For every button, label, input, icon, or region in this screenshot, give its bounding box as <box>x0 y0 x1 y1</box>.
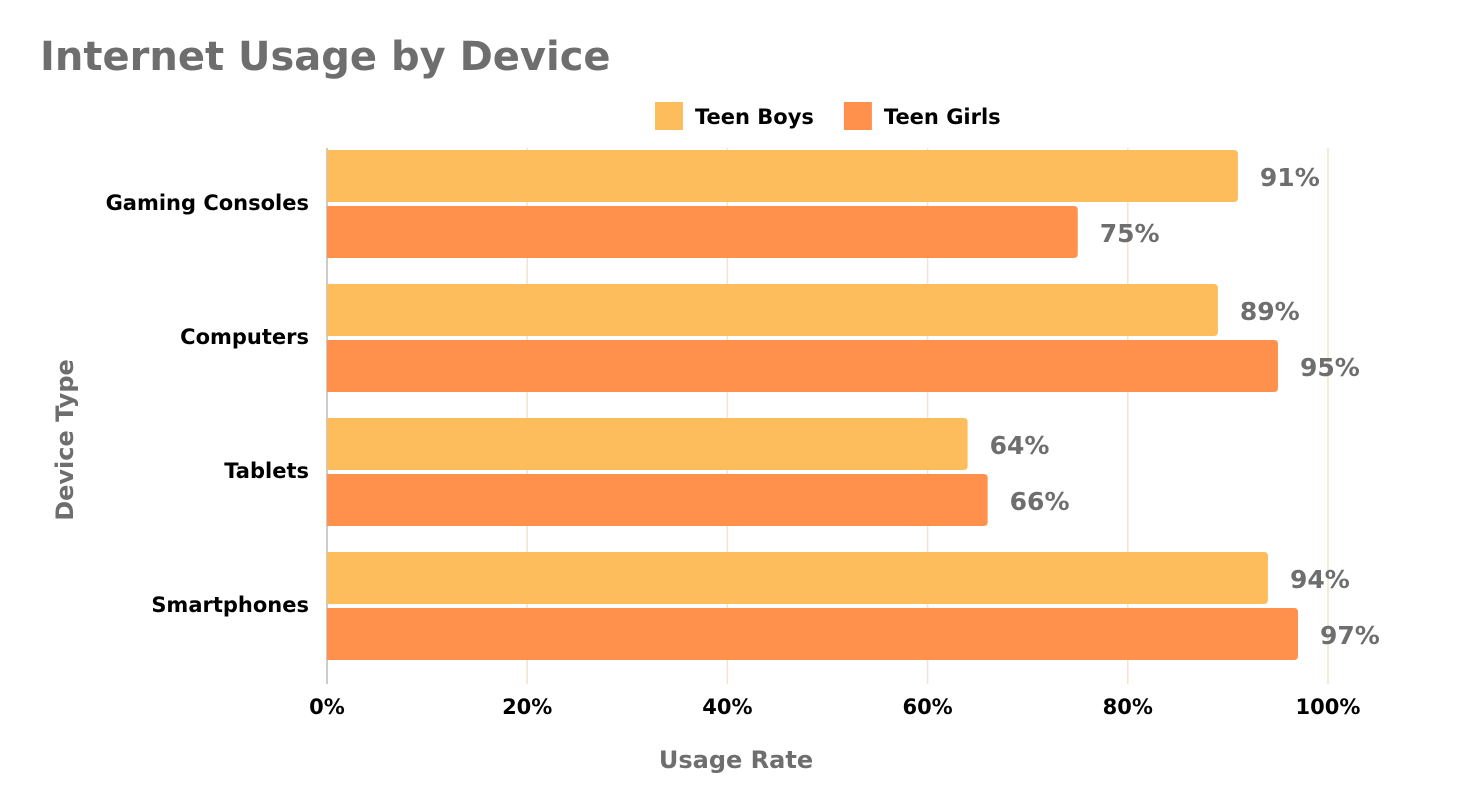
bar <box>327 340 1278 392</box>
x-axis-label: Usage Rate <box>659 746 813 774</box>
bar <box>327 150 1238 202</box>
bar <box>327 284 1218 336</box>
bar <box>327 418 968 470</box>
data-label: 97% <box>1320 621 1380 650</box>
x-tick-label: 100% <box>1296 695 1361 719</box>
y-tick-label: Tablets <box>224 459 309 483</box>
bar <box>327 608 1298 660</box>
x-tick-label: 0% <box>309 695 345 719</box>
x-tick-label: 40% <box>702 695 752 719</box>
x-tick-label: 20% <box>502 695 552 719</box>
data-label: 94% <box>1290 565 1350 594</box>
x-tick-label: 60% <box>902 695 952 719</box>
chart-title: Internet Usage by Device <box>40 34 611 80</box>
legend-swatch <box>843 102 872 130</box>
bar <box>327 474 988 526</box>
data-label: 89% <box>1240 297 1300 326</box>
legend-swatch <box>655 102 683 130</box>
y-tick-label: Gaming Consoles <box>106 191 309 215</box>
legend-label: Teen Girls <box>884 105 1001 129</box>
data-label: 75% <box>1100 219 1160 248</box>
y-axis-label: Device Type <box>51 359 79 521</box>
bar <box>327 206 1078 258</box>
x-tick-label: 80% <box>1103 695 1153 719</box>
data-label: 64% <box>990 431 1050 460</box>
bar <box>327 552 1268 604</box>
data-label: 95% <box>1300 353 1360 382</box>
y-tick-label: Smartphones <box>151 593 309 617</box>
y-tick-label: Computers <box>180 325 309 349</box>
legend-label: Teen Boys <box>695 105 814 129</box>
data-label: 91% <box>1260 163 1320 192</box>
data-label: 66% <box>1010 487 1070 516</box>
